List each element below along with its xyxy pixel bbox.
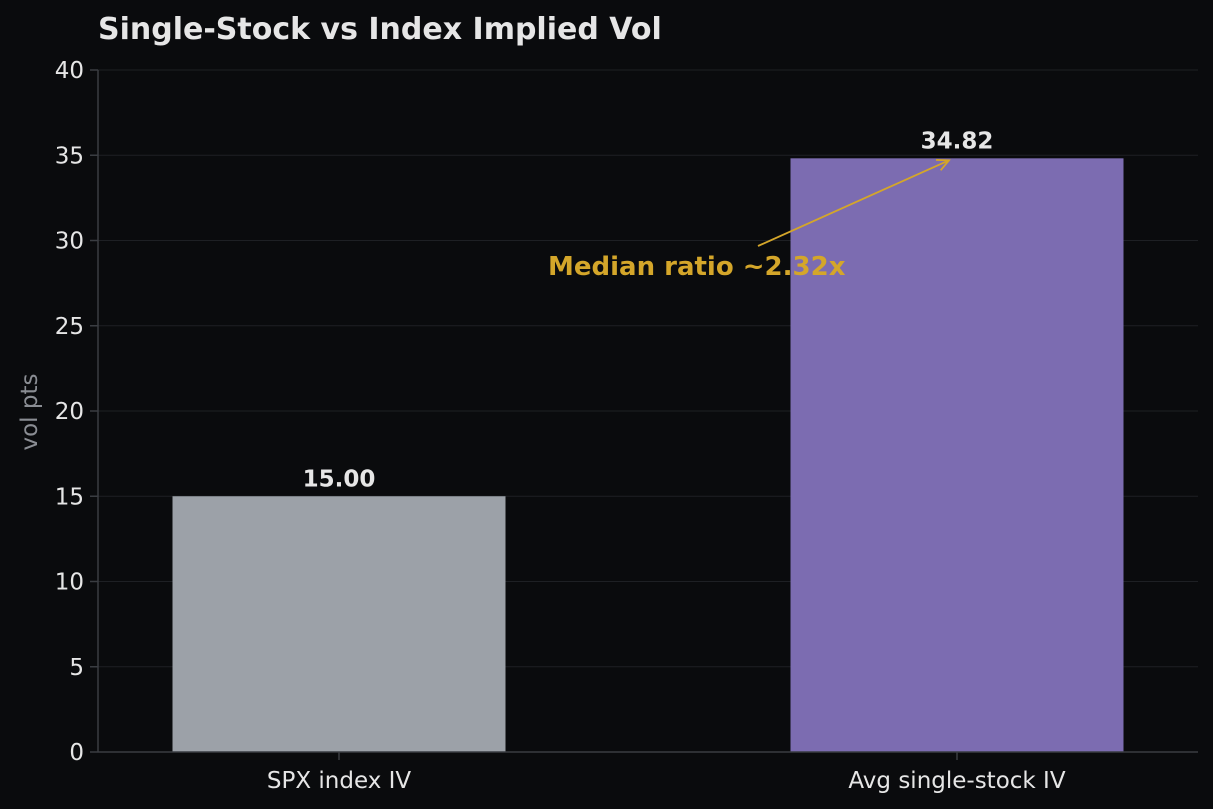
bars (172, 158, 1124, 753)
bar-value-label: 15.00 (303, 466, 376, 492)
y-tick-label: 10 (55, 570, 84, 596)
annotation-arrow-head-icon (935, 159, 951, 171)
y-tick-label: 20 (55, 399, 84, 425)
ratio-annotation: Median ratio ~2.32x (548, 159, 951, 282)
bar-avg-single-stock-iv (790, 158, 1124, 753)
axes (90, 69, 1198, 760)
x-tick-label: SPX index IV (267, 768, 412, 794)
labels: 0 5 10 15 20 25 30 35 40 15.00 SPX index IV 34.82 Av… (55, 58, 1066, 794)
y-tick-label: 5 (69, 655, 84, 681)
annotation-text: Median ratio ~2.32x (548, 252, 846, 282)
bar-value-label: 34.82 (921, 128, 994, 154)
y-tick-label: 35 (55, 143, 84, 169)
y-tick-label: 15 (55, 484, 84, 510)
annotation-arrow-line (757, 159, 950, 247)
y-axis-label: vol pts (17, 374, 43, 451)
y-tick-label: 40 (55, 58, 84, 84)
y-tick-label: 25 (55, 314, 84, 340)
chart-title: Single-Stock vs Index Implied Vol (98, 12, 662, 47)
y-tick-label: 0 (69, 740, 84, 766)
x-tick-label: Avg single-stock IV (848, 768, 1065, 794)
y-tick-label: 30 (55, 229, 84, 255)
bar-spx-index-iv (172, 496, 506, 752)
